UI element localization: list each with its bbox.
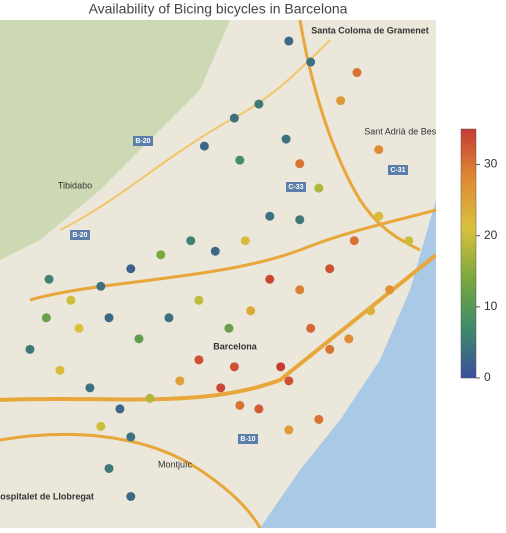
map-label: Santa Coloma de Gramenet <box>311 25 429 35</box>
road-shield <box>286 182 306 192</box>
station-point <box>199 141 209 151</box>
station-point <box>295 159 305 169</box>
station-point <box>284 36 294 46</box>
station-point <box>295 215 305 225</box>
sea <box>260 200 436 528</box>
map-label: Montjuïc <box>158 459 193 469</box>
station-point <box>295 285 305 295</box>
station-point <box>194 295 204 305</box>
station-point <box>276 362 286 372</box>
station-point <box>55 365 65 375</box>
station-point <box>374 145 384 155</box>
station-point <box>74 323 84 333</box>
park <box>0 20 230 260</box>
station-point <box>404 236 414 246</box>
colorbar-tick-label: 20 <box>484 228 498 242</box>
chart-title: Availability of Bicing bicycles in Barce… <box>89 1 348 17</box>
map-label: Barcelona <box>213 341 258 351</box>
points <box>25 36 414 501</box>
road-label: B-20 <box>135 138 150 145</box>
road-label: B-20 <box>72 232 87 239</box>
road <box>29 208 436 302</box>
road-shield <box>388 165 408 175</box>
station-point <box>96 281 106 291</box>
station-point <box>265 274 275 284</box>
station-point <box>254 404 264 414</box>
station-point <box>25 344 35 354</box>
station-point <box>104 313 114 323</box>
station-point <box>96 421 106 431</box>
station-point <box>145 393 155 403</box>
colorbar-ticks: 0 10 20 30 <box>476 157 498 384</box>
station-point <box>306 57 316 67</box>
road-shield <box>70 230 90 240</box>
station-point <box>385 285 395 295</box>
station-point <box>85 383 95 393</box>
station-point <box>254 99 264 109</box>
map-label: Tibidabo <box>58 180 92 190</box>
station-point <box>281 134 291 144</box>
map-label: L'Hospitalet de Llobregat <box>0 491 94 501</box>
colorbar-tick-label: 10 <box>484 299 498 313</box>
station-point <box>229 113 239 123</box>
station-point <box>44 274 54 284</box>
station-point <box>164 313 174 323</box>
station-point <box>175 376 185 386</box>
station-point <box>186 236 196 246</box>
station-point <box>41 313 51 323</box>
station-point <box>352 68 362 78</box>
road <box>59 39 331 231</box>
road-label: C-31 <box>390 167 405 174</box>
colorbar-tick-label: 30 <box>484 157 498 171</box>
station-point <box>235 400 245 410</box>
station-point <box>306 323 316 333</box>
station-point <box>314 183 324 193</box>
station-point <box>115 404 125 414</box>
map-label: Sant Adrià de Besòs <box>364 126 446 136</box>
station-point <box>240 236 250 246</box>
station-point <box>246 306 256 316</box>
station-point <box>134 334 144 344</box>
road-label: B-10 <box>240 436 255 443</box>
road <box>0 432 262 528</box>
station-point <box>325 344 335 354</box>
station-point <box>344 334 354 344</box>
road-shield <box>238 434 258 444</box>
station-point <box>126 432 136 442</box>
station-point <box>229 362 239 372</box>
map: Santa Coloma de Gramenet Sant Adrià de B… <box>0 20 446 528</box>
road-label: C-33 <box>288 184 303 191</box>
station-point <box>126 491 136 501</box>
road <box>298 20 421 252</box>
station-point <box>66 295 76 305</box>
road-shield <box>133 136 153 146</box>
road <box>0 253 436 402</box>
station-point <box>216 383 226 393</box>
station-point <box>336 96 346 106</box>
station-point <box>156 250 166 260</box>
colorbar-tick-label: 0 <box>484 370 491 384</box>
station-point <box>284 376 294 386</box>
station-point <box>126 264 136 274</box>
station-point <box>284 425 294 435</box>
station-point <box>374 211 384 221</box>
station-point <box>349 236 359 246</box>
station-point <box>224 323 234 333</box>
station-point <box>314 414 324 424</box>
station-point <box>104 463 114 473</box>
station-point <box>265 211 275 221</box>
colorbar <box>460 128 477 379</box>
station-point <box>366 306 376 316</box>
station-point <box>235 155 245 165</box>
station-point <box>325 264 335 274</box>
station-point <box>210 246 220 256</box>
station-point <box>194 355 204 365</box>
